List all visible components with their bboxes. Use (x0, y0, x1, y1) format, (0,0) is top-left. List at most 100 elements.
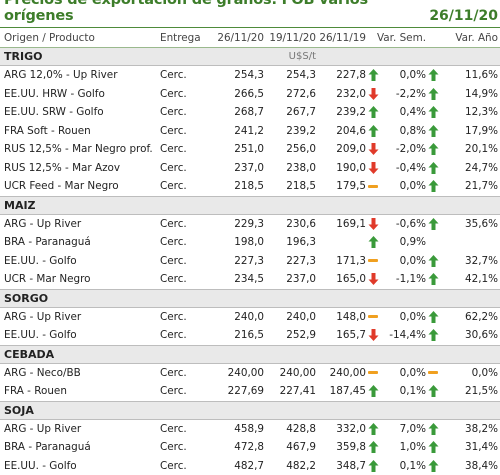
delivery-cell: Cerc. (158, 159, 212, 178)
header-row: Origen / Producto Entrega 26/11/20 19/11… (0, 28, 500, 48)
price-year-cell: 190,0 (316, 159, 366, 178)
product-cell: EE.UU. - Golfo (0, 326, 158, 345)
price-current-cell: 218,5 (212, 177, 264, 196)
header-product: Origen / Producto (0, 28, 158, 48)
var-week-cell: 0,0% (380, 363, 426, 382)
price-year-cell: 332,0 (316, 419, 366, 438)
var-year-cell: 17,9% (440, 122, 500, 141)
flat-dash-icon (428, 371, 438, 374)
var-year-indicator (426, 270, 440, 289)
product-cell: UCR Feed - Mar Negro (0, 177, 158, 196)
delivery-cell: Cerc. (158, 457, 212, 475)
price-week-cell: 227,3 (264, 252, 316, 271)
price-week-cell: 196,3 (264, 233, 316, 252)
delivery-cell: Cerc. (158, 66, 212, 85)
var-year-cell: 35,6% (440, 214, 500, 233)
product-cell: FRA Soft - Rouen (0, 122, 158, 141)
price-year-cell: 359,8 (316, 438, 366, 457)
delivery-cell: Cerc. (158, 438, 212, 457)
var-week-cell: -0,6% (380, 214, 426, 233)
price-current-cell: 229,3 (212, 214, 264, 233)
price-current-cell: 251,0 (212, 140, 264, 159)
arrow-up-icon (428, 88, 439, 100)
price-current-cell: 240,00 (212, 363, 264, 382)
var-year-cell: 24,7% (440, 159, 500, 178)
var-week-cell: 0,8% (380, 122, 426, 141)
arrow-up-icon (428, 143, 439, 155)
var-year-indicator (426, 438, 440, 457)
price-current-cell: 216,5 (212, 326, 264, 345)
var-week-cell: 0,1% (380, 382, 426, 401)
price-week-cell: 252,9 (264, 326, 316, 345)
price-current-cell: 227,69 (212, 382, 264, 401)
price-year-cell: 169,1 (316, 214, 366, 233)
var-year-cell: 20,1% (440, 140, 500, 159)
product-cell: ARG - Up River (0, 419, 158, 438)
var-week-indicator (366, 66, 380, 85)
header-var-year: Var. Año (426, 28, 500, 48)
price-year-cell: 204,6 (316, 122, 366, 141)
delivery-cell: Cerc. (158, 252, 212, 271)
var-week-cell: 0,0% (380, 177, 426, 196)
header-delivery: Entrega (158, 28, 212, 48)
arrow-up-icon (428, 329, 439, 341)
header-date-current: 26/11/20 (212, 28, 264, 48)
var-year-cell: 38,4% (440, 457, 500, 475)
var-week-cell: 0,4% (380, 103, 426, 122)
page-title: Precios de exportación de granos. FOB va… (4, 0, 429, 24)
arrow-up-icon (428, 162, 439, 174)
price-year-cell: 171,3 (316, 252, 366, 271)
price-week-cell: 237,0 (264, 270, 316, 289)
section-header-cebada: CEBADA (0, 345, 500, 363)
var-year-cell: 42,1% (440, 270, 500, 289)
arrow-up-icon (428, 385, 439, 397)
arrow-up-icon (368, 460, 379, 472)
product-cell: RUS 12,5% - Mar Azov (0, 159, 158, 178)
price-week-cell: 239,2 (264, 122, 316, 141)
section-unit (264, 289, 316, 307)
price-week-cell: 240,00 (264, 363, 316, 382)
delivery-cell: Cerc. (158, 419, 212, 438)
product-cell: ARG 12,0% - Up River (0, 66, 158, 85)
var-year-indicator (426, 307, 440, 326)
flat-dash-icon (368, 371, 378, 374)
price-week-cell: 256,0 (264, 140, 316, 159)
var-week-indicator (366, 214, 380, 233)
section-unit (264, 401, 316, 419)
price-current-cell: 234,5 (212, 270, 264, 289)
arrow-down-icon (368, 218, 379, 230)
arrow-up-icon (428, 311, 439, 323)
price-current-cell: 482,7 (212, 457, 264, 475)
price-current-cell: 198,0 (212, 233, 264, 252)
var-week-indicator (366, 307, 380, 326)
section-name: TRIGO (0, 48, 264, 66)
section-name: SOJA (0, 401, 264, 419)
product-cell: EE.UU. HRW - Golfo (0, 85, 158, 104)
arrow-up-icon (368, 69, 379, 81)
arrow-up-icon (428, 218, 439, 230)
section-filler (316, 48, 500, 66)
product-cell: ARG - Up River (0, 214, 158, 233)
var-year-cell: 12,3% (440, 103, 500, 122)
var-year-indicator (426, 66, 440, 85)
var-week-cell: 7,0% (380, 419, 426, 438)
price-year-cell: 240,00 (316, 363, 366, 382)
var-year-indicator (426, 214, 440, 233)
section-unit (264, 345, 316, 363)
price-current-cell: 240,0 (212, 307, 264, 326)
price-year-cell: 179,5 (316, 177, 366, 196)
delivery-cell: Cerc. (158, 140, 212, 159)
arrow-up-icon (368, 423, 379, 435)
arrow-down-icon (368, 329, 379, 341)
var-week-cell: -0,4% (380, 159, 426, 178)
var-year-cell: 31,4% (440, 438, 500, 457)
section-filler (316, 289, 500, 307)
product-cell: BRA - Paranaguá (0, 233, 158, 252)
